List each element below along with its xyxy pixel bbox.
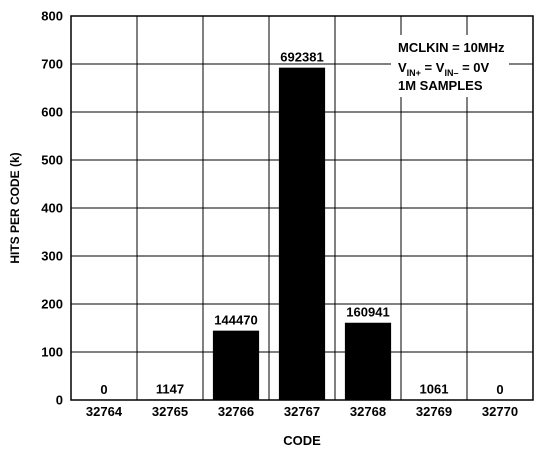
plot-frame: [70, 15, 534, 401]
y-tick-label: 200: [41, 297, 63, 312]
y-tick-label: 800: [41, 9, 63, 24]
y-tick-label: 300: [41, 249, 63, 264]
x-tick-label: 32764: [86, 404, 123, 419]
y-tick-label: 600: [41, 105, 63, 120]
y-tick-labels: 0 100 200 300 400 500 600 700 800: [41, 9, 63, 408]
y-tick-label: 700: [41, 57, 63, 72]
x-tick-label: 32765: [152, 404, 188, 419]
bar-value-label: 0: [100, 382, 107, 397]
bar-value-label: 144470: [214, 313, 257, 328]
x-tick-label: 32770: [482, 404, 518, 419]
annotation-v1: V: [398, 60, 407, 75]
annotation-sub1: IN+: [407, 68, 421, 78]
y-tick-label: 400: [41, 201, 63, 216]
bar-32767: [278, 67, 326, 401]
bar-32768: [344, 322, 392, 400]
y-tick-label: 0: [56, 393, 63, 408]
bar-value-label: 160941: [346, 305, 389, 320]
bar-value-label: 1061: [420, 381, 449, 396]
x-tick-label: 32766: [218, 404, 254, 419]
bar-32766: [212, 330, 260, 400]
annotation-sub2: IN–: [444, 68, 458, 78]
bar-value-label: 0: [496, 382, 503, 397]
bar-value-label: 1147: [156, 381, 184, 396]
bars: [146, 67, 458, 401]
annotation-box: MCLKIN = 10MHz VIN+ = VIN– = 0V 1M SAMPL…: [391, 35, 509, 97]
annotation-line-samples: 1M SAMPLES: [398, 78, 483, 93]
x-axis-label: CODE: [283, 433, 321, 448]
y-tick-label: 500: [41, 153, 63, 168]
x-tick-labels: 32764 32765 32766 32767 32768 32769 32770: [86, 404, 518, 419]
annotation-background: [391, 35, 509, 97]
x-tick-label: 32767: [284, 404, 320, 419]
y-axis-label: HITS PER CODE (k): [8, 152, 22, 263]
bar-value-label: 692381: [280, 50, 323, 65]
annotation-line-input: VIN+ = VIN– = 0V: [398, 60, 489, 78]
y-tick-label: 100: [41, 345, 63, 360]
annotation-eq: = V: [421, 60, 445, 75]
x-tick-label: 32769: [416, 404, 452, 419]
bar-value-labels: 0 1147 144470 692381 160941 1061 0: [100, 50, 503, 397]
annotation-rest: = 0V: [458, 60, 489, 75]
annotation-line-clock: MCLKIN = 10MHz: [398, 40, 505, 55]
x-tick-label: 32768: [350, 404, 386, 419]
